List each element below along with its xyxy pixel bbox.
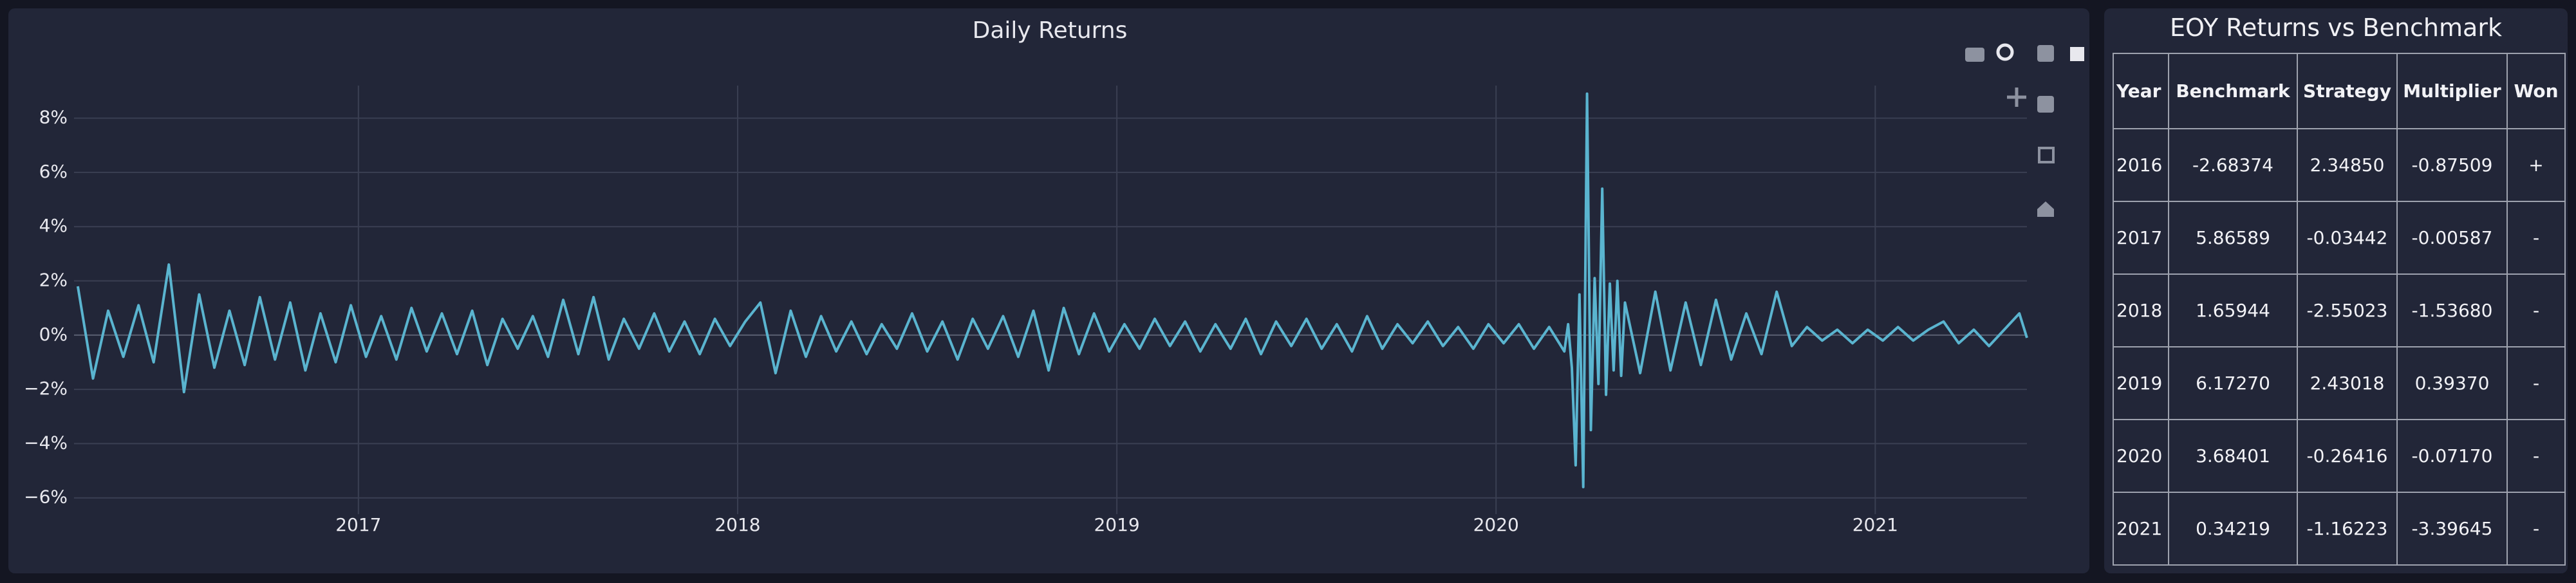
table-row: 2019 6.17270 2.43018 0.39370- [2113, 346, 2566, 420]
table-cell: + [2506, 128, 2566, 202]
table-cell: - [2506, 201, 2566, 275]
table-cell: -0.07170 [2396, 419, 2508, 493]
table-cell: -2.55023 [2297, 273, 2398, 347]
x-tick-label: 2018 [714, 514, 760, 535]
table-cell: - [2506, 346, 2566, 420]
y-tick-label: 0% [39, 324, 68, 345]
column-header: Won [2506, 53, 2566, 129]
column-header: Strategy [2297, 53, 2398, 129]
camera-icon[interactable] [1965, 48, 1984, 62]
table-cell: -2.68374 [2168, 128, 2298, 202]
plotly-logo[interactable] [2070, 47, 2084, 61]
zoom-out-icon[interactable] [2037, 96, 2054, 113]
y-tick-label: 2% [39, 269, 68, 290]
table-cell: 2017 [2113, 201, 2169, 275]
chart-title: Daily Returns [973, 17, 1128, 44]
zoom-in-icon[interactable] [2037, 45, 2054, 62]
table-row: 2018 1.65944 -2.55023 -1.53680- [2113, 273, 2566, 347]
table-cell: 2020 [2113, 419, 2169, 493]
x-tick-label: 2020 [1473, 514, 1519, 535]
table-cell: -1.16223 [2297, 492, 2398, 566]
chart-panel: Daily Returns −6% −4% −2% 0% 2% 4% 6% 8% 2017 201… [8, 8, 2089, 573]
returns-table: Year Benchmark Strategy Multiplier Won 2016 -2… [2113, 53, 2566, 566]
table-row: 2020 3.68401 -0.26416 -0.07170- [2113, 419, 2566, 493]
table-cell: - [2506, 492, 2566, 566]
y-tick-label: 4% [39, 215, 68, 236]
y-tick-label: −2% [24, 378, 68, 399]
table-cell: 0.39370 [2396, 346, 2508, 420]
y-tick-label: −4% [24, 432, 68, 453]
table-cell: 2016 [2113, 128, 2169, 202]
x-tick-label: 2019 [1094, 514, 1139, 535]
autoscale-icon[interactable] [2038, 147, 2055, 163]
table-cell: -3.39645 [2396, 492, 2508, 566]
toolbar [1965, 43, 2084, 217]
returns-line [76, 92, 2028, 488]
table-cell: 6.17270 [2168, 346, 2298, 420]
table-cell: 5.86589 [2168, 201, 2298, 275]
table-cell: 2.43018 [2297, 346, 2398, 420]
table-row: 2021 0.34219 -1.16223 -3.39645- [2113, 492, 2566, 566]
table-panel: EOY Returns vs Benchmark Year Benchmark St… [2104, 8, 2568, 573]
table-cell: -0.26416 [2297, 419, 2398, 493]
table-cell: -0.03442 [2297, 201, 2398, 275]
x-tick-label: 2017 [335, 514, 381, 535]
zoom-icon[interactable] [1996, 43, 2014, 61]
column-header: Year [2113, 53, 2169, 129]
y-tick-label: 8% [39, 107, 68, 128]
table-cell: 2019 [2113, 346, 2169, 420]
table-title: EOY Returns vs Benchmark [2170, 14, 2502, 42]
table-cell: -1.53680 [2396, 273, 2508, 347]
table-row: 2016 -2.68374 2.34850 -0.87509 + [2113, 128, 2566, 202]
header-row: Year Benchmark Strategy Multiplier Won [2113, 53, 2566, 129]
column-header: Multiplier [2396, 53, 2508, 129]
table-cell: -0.00587 [2396, 201, 2508, 275]
table-cell: 2021 [2113, 492, 2169, 566]
chart: Daily Returns −6% −4% −2% 0% 2% 4% 6% 8% 2017 201… [24, 17, 2084, 535]
column-header: Benchmark [2168, 53, 2298, 129]
y-tick-label: 6% [39, 161, 68, 182]
reset-icon[interactable] [2037, 201, 2054, 217]
table-cell: 2.34850 [2297, 128, 2398, 202]
table-cell: 0.34219 [2168, 492, 2298, 566]
table-cell: 1.65944 [2168, 273, 2298, 347]
pan-icon[interactable] [2007, 88, 2026, 107]
table-row: 2017 5.86589 -0.03442 -0.00587- [2113, 201, 2566, 275]
table-cell: - [2506, 419, 2566, 493]
table-cell: -0.87509 [2396, 128, 2508, 202]
table-cell: 2018 [2113, 273, 2169, 347]
table-cell: - [2506, 273, 2566, 347]
x-tick-label: 2021 [1853, 514, 1898, 535]
table-cell: 3.68401 [2168, 419, 2298, 493]
y-tick-label: −6% [24, 486, 68, 508]
